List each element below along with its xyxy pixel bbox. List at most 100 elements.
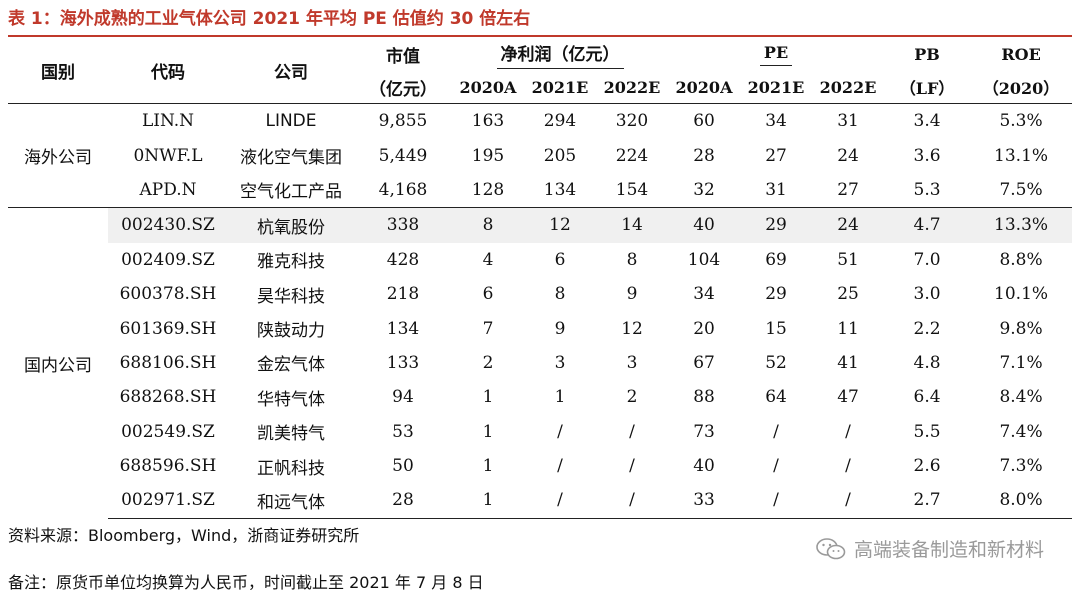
cell-roe: 13.3% (970, 207, 1073, 243)
cell-pe: 52 (765, 352, 787, 373)
cell-net-profit: 12 (524, 207, 596, 243)
cell-pe: 88 (693, 387, 715, 408)
cell-code: 002430.SZ (108, 207, 228, 243)
cell-company: 液化空气集团 (240, 148, 342, 169)
cell-pe: 25 (837, 284, 859, 305)
cell-pe: / (740, 483, 813, 519)
cell-net-profit: / (596, 483, 669, 519)
cell-mcap: 50 (392, 456, 414, 477)
cell-net-profit: 8 (626, 249, 638, 270)
cell-roe: 7.3% (999, 456, 1043, 477)
cell-roe: 7.4% (999, 421, 1043, 442)
cell-code: 688268.SH (119, 387, 217, 408)
cell-code: 002971.SZ (108, 483, 228, 519)
cell-mcap: 134 (386, 318, 420, 339)
table-row: 002409.SZ 雅克科技 428 4 6 8 104 69 51 7.0 8.8% (8, 243, 1072, 277)
cell-pb: 3.4 (884, 103, 971, 139)
cell-net-profit: 12 (621, 318, 643, 339)
watermark-text: 高端装备制造和新材料 (853, 539, 1044, 561)
cell-pe: / (845, 456, 851, 477)
cell-pe: 51 (837, 249, 859, 270)
cell-net-profit: 2 (482, 352, 494, 373)
cell-net-profit: 4 (482, 249, 494, 270)
cell-net-profit: 2 (626, 387, 638, 408)
cell-pb: 3.0 (913, 284, 941, 305)
cell-pe: 27 (837, 179, 859, 200)
cell-code: 688106.SH (119, 352, 217, 373)
cell-code: 688596.SH (119, 456, 217, 477)
table-row: APD.N 空气化工产品 4,168 128 134 154 32 31 27 5.3 7.5% (8, 173, 1072, 208)
cell-pe: 67 (693, 352, 715, 373)
cell-net-profit: / (524, 483, 596, 519)
cell-pe: 24 (812, 207, 885, 243)
table-row: 688106.SH 金宏气体 133 2 3 3 67 52 41 4.8 7.1% (8, 346, 1072, 380)
cell-pe: / (812, 483, 885, 519)
cell-roe: 10.1% (994, 284, 1049, 305)
header-company: 公司 (274, 62, 308, 83)
header-pb-sub: （LF） (899, 79, 955, 98)
cell-pb: 2.7 (884, 483, 971, 519)
cell-net-profit: 6 (482, 284, 494, 305)
cell-pb: 4.7 (884, 207, 971, 243)
header-year: 2022E (819, 77, 877, 97)
cell-net-profit: 7 (482, 318, 494, 339)
cell-company: 正帆科技 (257, 458, 325, 479)
cell-net-profit: 1 (482, 456, 494, 477)
table-body: 海外公司 LIN.N LINDE 9,855 163 294 320 60 34 31 3.4 5.3… (8, 102, 1073, 519)
cell-roe: 7.1% (999, 352, 1043, 373)
cell-company: 陕鼓动力 (257, 321, 325, 342)
cell-roe: 5.3% (970, 103, 1073, 139)
cell-net-profit: 6 (554, 249, 566, 270)
header-country: 国别 (41, 62, 75, 83)
cell-code: 0NWF.L (133, 145, 203, 166)
cell-pe: / (773, 456, 779, 477)
cell-roe: 8.0% (970, 483, 1073, 519)
header-net-profit: 净利润（亿元） (452, 37, 668, 71)
cell-net-profit: 3 (626, 352, 638, 373)
header-year: 2020A (675, 77, 733, 97)
cell-pb: 4.8 (913, 352, 941, 373)
cell-net-profit: 1 (554, 387, 566, 408)
cell-company: 空气化工产品 (240, 182, 342, 203)
cell-mcap: 94 (392, 387, 414, 408)
cell-pe: 28 (693, 145, 715, 166)
table-row: 002971.SZ 和远气体 28 1//33//2.7 8.0% (8, 483, 1073, 519)
cell-net-profit: 8 (554, 284, 566, 305)
cell-pb: 6.4 (913, 387, 941, 408)
cell-company: 和远气体 (228, 483, 354, 519)
cell-pe: 11 (837, 318, 859, 339)
header-year: 2022E (603, 77, 661, 97)
header-roe-sub: （2020） (982, 79, 1060, 98)
valuation-table: 国别 代码 公司 市值 净利润（亿元） PE PB ROE （亿元） 2020A… (8, 37, 1073, 519)
cell-net-profit: 3 (554, 352, 566, 373)
cell-net-profit: 320 (596, 103, 669, 139)
cell-pe: 32 (693, 179, 715, 200)
cell-pb: 5.5 (913, 421, 941, 442)
cell-company: LINDE (228, 103, 354, 139)
header-year: 2021E (531, 77, 589, 97)
cell-net-profit: / (557, 456, 563, 477)
cell-pe: 69 (765, 249, 787, 270)
cell-net-profit: 195 (471, 145, 505, 166)
cell-roe: 8.8% (999, 249, 1043, 270)
cell-company: 金宏气体 (257, 355, 325, 376)
cell-mcap: 4,168 (378, 179, 428, 200)
cell-pe: 31 (765, 179, 787, 200)
cell-net-profit: 9 (626, 284, 638, 305)
cell-net-profit: 1 (482, 387, 494, 408)
cell-pb: 2.2 (913, 318, 941, 339)
header-code: 代码 (151, 62, 185, 83)
cell-company: 华特气体 (257, 389, 325, 410)
cell-net-profit: 14 (596, 207, 669, 243)
cell-pb: 7.0 (913, 249, 941, 270)
cell-mcap: 218 (386, 284, 420, 305)
table-row: 600378.SH 昊华科技 218 6 8 9 34 29 25 3.0 10.1% (8, 277, 1072, 311)
cell-pb: 2.6 (913, 456, 941, 477)
cell-pe: 27 (765, 145, 787, 166)
cell-code: APD.N (139, 179, 197, 200)
cell-pe: 31 (812, 103, 885, 139)
header-mcap: 市值 (386, 46, 420, 67)
cell-pe: / (845, 421, 851, 442)
cell-net-profit: 128 (471, 179, 505, 200)
pe-label: PE (759, 43, 793, 66)
